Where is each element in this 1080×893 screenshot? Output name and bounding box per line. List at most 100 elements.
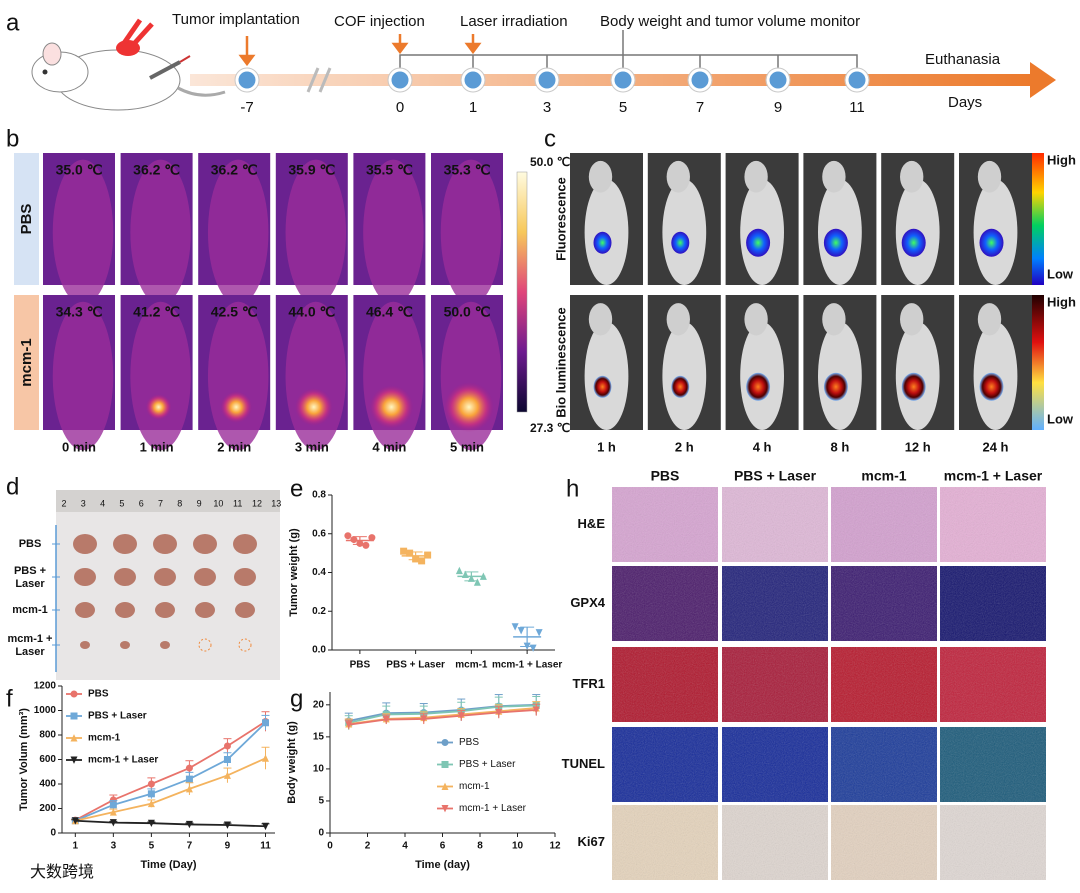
marker: [473, 578, 481, 586]
marker: [185, 764, 193, 772]
thermal-body: [52, 159, 114, 305]
x-tick-label: 12: [549, 841, 561, 852]
time-label: 8 h: [831, 439, 850, 454]
day-label: 3: [543, 99, 551, 116]
ruler-number: 2: [61, 498, 66, 508]
legend-marker: [441, 782, 449, 790]
row-label: TFR1: [573, 676, 606, 691]
row-label: Bio luminescence: [553, 307, 568, 418]
texture: [612, 805, 718, 880]
marker: [223, 756, 231, 763]
texture: [940, 805, 1046, 880]
marker: [261, 719, 269, 727]
column-label: PBS: [651, 468, 680, 484]
legend-label: PBS + Laser: [459, 759, 516, 770]
mouse-head: [977, 303, 1002, 336]
timeline-dot-ring: [765, 67, 791, 93]
colorbar: [1032, 295, 1044, 430]
day-label: 5: [619, 99, 627, 116]
event-label: COF injection: [334, 13, 425, 30]
temperature-label: 41.2 ℃: [133, 304, 180, 320]
marker: [109, 819, 117, 827]
row-label: GPX4: [570, 595, 605, 610]
day-label: 1: [469, 99, 477, 116]
tumor: [160, 641, 170, 649]
temperature-label: 36.2 ℃: [133, 162, 180, 178]
marker: [147, 780, 155, 788]
y-tick-label: 0: [318, 828, 324, 839]
day-label: -7: [240, 99, 253, 116]
timeline-dot: [766, 68, 790, 92]
tumor: [234, 568, 256, 586]
group-label: mcm-1: [18, 338, 35, 386]
temperature-label: 34.3 ℃: [56, 304, 103, 320]
y-tick-label: 600: [39, 754, 56, 765]
y-tick-label: 0.2: [312, 606, 326, 617]
texture: [722, 647, 828, 722]
temperature-label: 42.5 ℃: [211, 304, 258, 320]
signal: [746, 228, 771, 257]
timeline-dot: [461, 68, 485, 92]
marker: [517, 627, 525, 635]
marker: [109, 808, 117, 816]
marker: [71, 817, 79, 825]
signal: [823, 228, 848, 257]
ruler-number: 4: [100, 498, 105, 508]
event-label: Tumor implantation: [172, 11, 300, 28]
mouse-body: [662, 322, 707, 430]
y-tick-label: 200: [39, 803, 56, 814]
x-tick-label: 11: [260, 841, 271, 852]
x-tick-label: 8: [477, 841, 483, 852]
colorbar: [516, 171, 528, 413]
x-tick-label: 3: [111, 841, 117, 852]
mouse-head: [744, 303, 768, 336]
thermal-body: [207, 301, 269, 451]
texture: [831, 647, 937, 722]
texture: [940, 647, 1046, 722]
line: Laser: [15, 646, 45, 658]
signal: [979, 372, 1004, 401]
missing-tumor: [238, 638, 252, 652]
series-line: [348, 704, 537, 724]
temperature-label: 35.9 ℃: [288, 162, 335, 178]
timeline-dot: [611, 68, 635, 92]
legend-marker: [70, 756, 78, 764]
thermal-body: [285, 301, 347, 451]
y-axis-label: Tumor Volum (mm³): [18, 708, 30, 811]
line: PBS +: [14, 565, 46, 577]
tumor: [154, 568, 176, 586]
legend-marker: [441, 761, 449, 768]
marker: [457, 712, 465, 720]
texture: [722, 727, 828, 802]
signal: [901, 228, 926, 257]
marker: [261, 822, 269, 831]
panel-label: a: [6, 9, 20, 36]
mouse-body: [584, 179, 629, 285]
time-label: 4 h: [753, 439, 772, 454]
scale-min: 27.3 ℃: [530, 421, 570, 435]
ruler-number: 12: [252, 498, 262, 508]
y-tick-label: 1200: [34, 681, 57, 692]
tumor: [193, 534, 217, 554]
mouse-body: [662, 179, 707, 285]
x-tick-label: mcm-1 + Laser: [492, 660, 562, 671]
x-tick-label: PBS: [350, 660, 371, 671]
x-tick-label: 2: [365, 841, 371, 852]
panel-label: d: [6, 473, 19, 500]
mouse-body: [584, 322, 629, 430]
texture: [940, 727, 1046, 802]
event-label: Body weight and tumor volume monitor: [600, 13, 860, 30]
marker: [511, 623, 519, 631]
day-label: 0: [396, 99, 404, 116]
row-label: TUNEL: [562, 756, 605, 771]
tumor: [153, 534, 177, 554]
marker: [345, 721, 353, 729]
panel-label: g: [290, 685, 303, 712]
y-axis-label: Body weight (g): [286, 721, 298, 804]
mouse-head: [744, 160, 768, 193]
thermal-body: [440, 159, 502, 305]
ruler-number: 9: [197, 498, 202, 508]
tumor: [73, 534, 97, 554]
axis-label: Days: [948, 94, 982, 111]
